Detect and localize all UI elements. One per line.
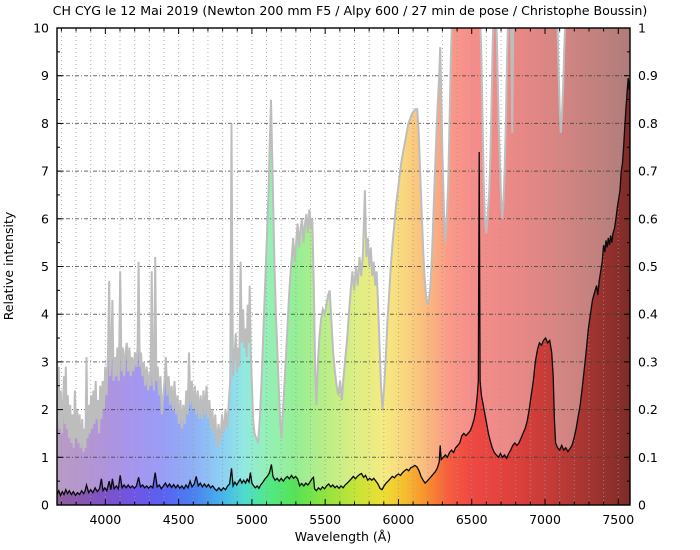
- y-right-tick-label: 0.7: [638, 164, 658, 179]
- y-left-tick-label: 1: [41, 450, 49, 465]
- y-left-tick-label: 8: [41, 116, 49, 131]
- x-tick-label: 4500: [163, 512, 195, 527]
- plot-grid: [57, 28, 630, 505]
- y-left-tick-label: 5: [41, 259, 49, 274]
- corrected-spectrum-line: [57, 78, 630, 498]
- y-right-tick-label: 0.1: [638, 450, 658, 465]
- x-tick-label: 7500: [602, 512, 634, 527]
- y-left-tick-label: 7: [41, 164, 49, 179]
- y-left-tick-label: 2: [41, 402, 49, 417]
- raw-spectrum-line: [57, 28, 567, 453]
- axis-tick-labels: 4000 4500 5000 5500 6000 6500 7000 7500 0 1 2 3 4 5 6 7…: [33, 21, 658, 528]
- x-tick-label: 6000: [383, 512, 415, 527]
- y-right-tick-label: 0.4: [638, 307, 658, 322]
- y-right-tick-label: 0.3: [638, 354, 658, 369]
- chart-title: CH CYG le 12 Mai 2019 (Newton 200 mm F5 …: [53, 3, 648, 18]
- y-right-tick-label: 0.6: [638, 211, 658, 226]
- x-tick-label: 5000: [236, 512, 268, 527]
- y-left-tick-label: 4: [41, 307, 49, 322]
- y-axis-label: Relative intensity: [1, 211, 16, 320]
- y-right-tick-label: 0.2: [638, 402, 658, 417]
- x-tick-label: 6500: [456, 512, 488, 527]
- spectrum-fills: [57, 28, 630, 505]
- y-left-tick-label: 0: [41, 498, 49, 513]
- spectrum-lines: [57, 28, 630, 498]
- raw-spectrum-fill: [57, 28, 630, 505]
- x-tick-label: 7000: [529, 512, 561, 527]
- y-left-tick-label: 10: [33, 21, 49, 36]
- y-right-tick-label: 0.8: [638, 116, 658, 131]
- y-right-tick-label: 0: [638, 498, 646, 513]
- y-left-tick-label: 6: [41, 211, 49, 226]
- y-right-tick-label: 0.5: [638, 259, 658, 274]
- y-left-tick-label: 9: [41, 68, 49, 83]
- x-tick-label: 4000: [89, 512, 121, 527]
- axis-ticks: [57, 27, 630, 506]
- y-left-tick-label: 3: [41, 354, 49, 369]
- x-axis-label: Wavelength (Å): [295, 529, 391, 544]
- y-right-tick-label: 0.9: [638, 68, 658, 83]
- corrected-spectrum-fill: [57, 78, 630, 505]
- x-tick-label: 5500: [309, 512, 341, 527]
- y-right-tick-label: 1: [638, 21, 646, 36]
